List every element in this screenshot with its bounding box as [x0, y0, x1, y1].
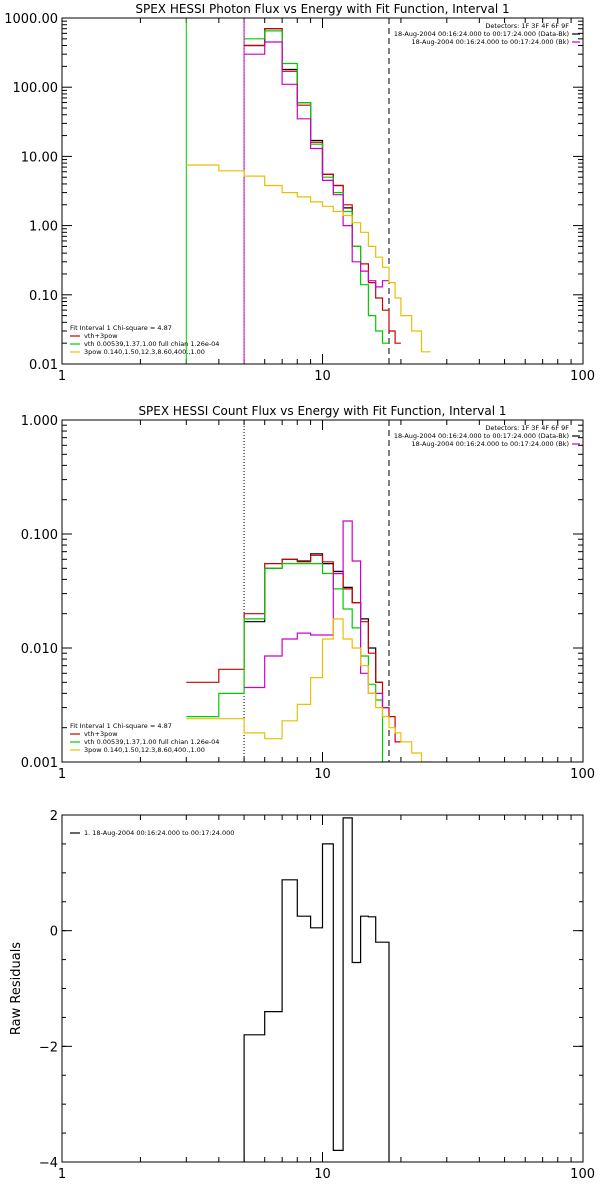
y-tick-label: 0.01	[29, 358, 58, 373]
series-line-5	[186, 164, 431, 353]
legend-entry: 3pow 0.140,1.50,12.3,8.60,400.,1.00	[84, 746, 205, 754]
series-line-4	[244, 520, 389, 709]
y-tick-label: 0.010	[21, 642, 58, 657]
info-line: 18-Aug-2004 00:16:24.000 to 00:17:24.000…	[394, 30, 569, 38]
y-axis-label: Raw Residuals	[9, 942, 24, 1035]
series-line-4	[244, 41, 389, 288]
plot-frame	[61, 814, 584, 1163]
x-tick-label: 10	[314, 369, 331, 384]
legend-entry: Fit Interval 1 Chi-square = 4.87	[70, 722, 172, 730]
x-tick-label: 10	[314, 1167, 331, 1182]
legend-entry: vth 0.00539,1.37,1.00 full chian 1.26e-0…	[84, 340, 219, 348]
info-line: Detectors: 1F 3F 4F 6F 9F	[485, 424, 569, 432]
y-tick-label: 10.00	[21, 150, 58, 165]
y-tick-label: 100.00	[13, 81, 59, 96]
chart-panel-2: SPEX HESSI Count Flux vs Energy with Fit…	[21, 404, 595, 782]
x-tick-label: 10	[314, 767, 331, 782]
legend-entry: 3pow 0.140,1.50,12.3,8.60,400.,1.00	[84, 348, 205, 356]
x-tick-label: 100	[570, 767, 595, 782]
y-tick-label: 2	[50, 809, 58, 824]
series-line-3	[186, 563, 389, 762]
legend-entry: 1. 18-Aug-2004 00:16:24.000 to 00:17:24.…	[84, 829, 234, 837]
y-tick-label: 1.00	[29, 220, 58, 235]
legend-entry: vth+3pow	[84, 332, 118, 340]
y-tick-label: 0.100	[21, 528, 58, 543]
legend-entry: Fit Interval 1 Chi-square = 4.87	[70, 324, 172, 332]
plot-frame	[61, 17, 584, 365]
y-tick-label: 0	[50, 925, 58, 940]
plot-area	[186, 420, 431, 762]
series-line-5	[186, 618, 431, 762]
x-tick-label: 1	[58, 369, 66, 384]
plot-area	[185, 18, 431, 364]
x-tick-label: 100	[570, 1167, 595, 1182]
info-line: 18-Aug-2004 00:16:24.000 to 00:17:24.000…	[394, 432, 569, 440]
chart-panel-3: Raw Residuals 1 10 100 −4 −2 0 2 1. 18-Aug-2004 …	[9, 809, 595, 1182]
y-tick-label: −4	[39, 1156, 58, 1171]
x-tick-label: 100	[570, 369, 595, 384]
series-line-1	[244, 28, 353, 233]
y-tick-label: −2	[39, 1040, 58, 1055]
y-tick-label: 0.10	[29, 289, 58, 304]
y-tick-label: 0.001	[21, 756, 58, 771]
legend-entry: vth 0.00539,1.37,1.00 full chian 1.26e-0…	[84, 738, 219, 746]
series-line-2	[244, 28, 401, 344]
x-tick-label: 1	[58, 767, 66, 782]
legend-entry: vth+3pow	[84, 730, 118, 738]
y-tick-label: 1000.00	[4, 12, 58, 27]
plot-area	[243, 817, 390, 1162]
y-tick-label: 1.000	[21, 414, 58, 429]
x-tick-label: 1	[58, 1167, 66, 1182]
info-line: Detectors: 1F 3F 4F 6F 9F	[485, 22, 569, 30]
series-line-3	[244, 30, 389, 344]
chart-panel-1: SPEX HESSI Photon Flux vs Energy with Fi…	[4, 2, 595, 384]
chart-title: SPEX HESSI Photon Flux vs Energy with Fi…	[135, 2, 509, 16]
info-line: 18-Aug-2004 00:16:24.000 to 00:17:24.000…	[412, 38, 569, 46]
chart-title: SPEX HESSI Count Flux vs Energy with Fit…	[138, 404, 506, 418]
info-line: 18-Aug-2004 00:16:24.000 to 00:17:24.000…	[412, 440, 569, 448]
series-line-1	[243, 817, 390, 1162]
plot-frame	[61, 419, 584, 763]
